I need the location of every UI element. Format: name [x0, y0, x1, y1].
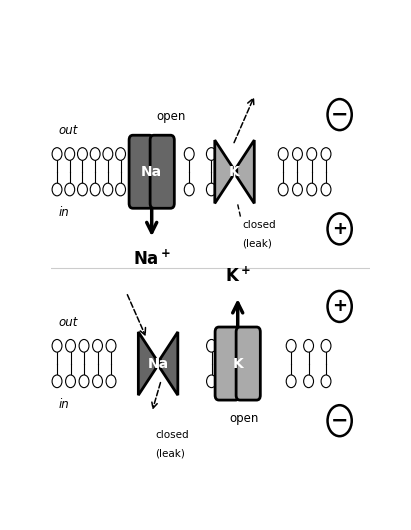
Circle shape — [66, 340, 76, 352]
Circle shape — [52, 183, 62, 196]
Circle shape — [92, 375, 102, 387]
Circle shape — [293, 183, 302, 196]
Circle shape — [328, 405, 352, 436]
Circle shape — [278, 148, 288, 160]
Circle shape — [304, 375, 314, 387]
Circle shape — [115, 148, 125, 160]
Circle shape — [328, 291, 352, 322]
Circle shape — [307, 148, 317, 160]
Circle shape — [307, 183, 317, 196]
Text: (leak): (leak) — [155, 448, 185, 458]
Polygon shape — [237, 140, 254, 204]
Circle shape — [66, 375, 76, 387]
Circle shape — [78, 148, 88, 160]
Circle shape — [184, 183, 194, 196]
Polygon shape — [160, 332, 178, 395]
FancyBboxPatch shape — [129, 135, 153, 208]
Text: open: open — [230, 412, 259, 425]
FancyBboxPatch shape — [215, 327, 239, 400]
Circle shape — [207, 375, 217, 387]
Circle shape — [106, 375, 116, 387]
Circle shape — [52, 375, 62, 387]
Circle shape — [103, 183, 113, 196]
Circle shape — [321, 375, 331, 387]
Text: Na: Na — [141, 165, 162, 179]
Text: in: in — [58, 398, 69, 411]
Circle shape — [321, 340, 331, 352]
Polygon shape — [215, 140, 232, 204]
Text: +: + — [332, 297, 347, 315]
Circle shape — [65, 183, 75, 196]
Text: $\mathbf{K^+}$: $\mathbf{K^+}$ — [225, 266, 251, 286]
FancyBboxPatch shape — [150, 135, 174, 208]
Circle shape — [65, 148, 75, 160]
Circle shape — [328, 214, 352, 244]
Circle shape — [52, 148, 62, 160]
Circle shape — [206, 183, 216, 196]
Circle shape — [106, 340, 116, 352]
Circle shape — [293, 148, 302, 160]
Text: out: out — [58, 125, 78, 137]
Circle shape — [78, 183, 88, 196]
Text: closed: closed — [242, 220, 276, 230]
Circle shape — [206, 148, 216, 160]
Circle shape — [321, 183, 331, 196]
Circle shape — [278, 183, 288, 196]
Text: $\mathbf{Na^+}$: $\mathbf{Na^+}$ — [133, 250, 171, 269]
Text: +: + — [332, 220, 347, 238]
Text: K: K — [232, 357, 243, 370]
Text: in: in — [58, 206, 69, 219]
Circle shape — [328, 99, 352, 130]
Circle shape — [184, 148, 194, 160]
Circle shape — [115, 183, 125, 196]
Circle shape — [321, 148, 331, 160]
Circle shape — [90, 148, 100, 160]
Text: open: open — [157, 110, 186, 123]
Circle shape — [103, 148, 113, 160]
Text: closed: closed — [155, 430, 189, 440]
Circle shape — [79, 375, 89, 387]
Circle shape — [286, 375, 296, 387]
Circle shape — [90, 183, 100, 196]
Circle shape — [207, 340, 217, 352]
Text: −: − — [331, 104, 349, 125]
Circle shape — [79, 340, 89, 352]
Text: out: out — [58, 316, 78, 329]
Text: Na: Na — [148, 357, 169, 370]
Text: −: − — [331, 411, 349, 431]
Circle shape — [92, 340, 102, 352]
Text: (leak): (leak) — [242, 238, 272, 248]
Circle shape — [286, 340, 296, 352]
Text: K: K — [229, 165, 240, 179]
FancyBboxPatch shape — [236, 327, 260, 400]
Circle shape — [304, 340, 314, 352]
Circle shape — [52, 340, 62, 352]
Polygon shape — [139, 332, 156, 395]
